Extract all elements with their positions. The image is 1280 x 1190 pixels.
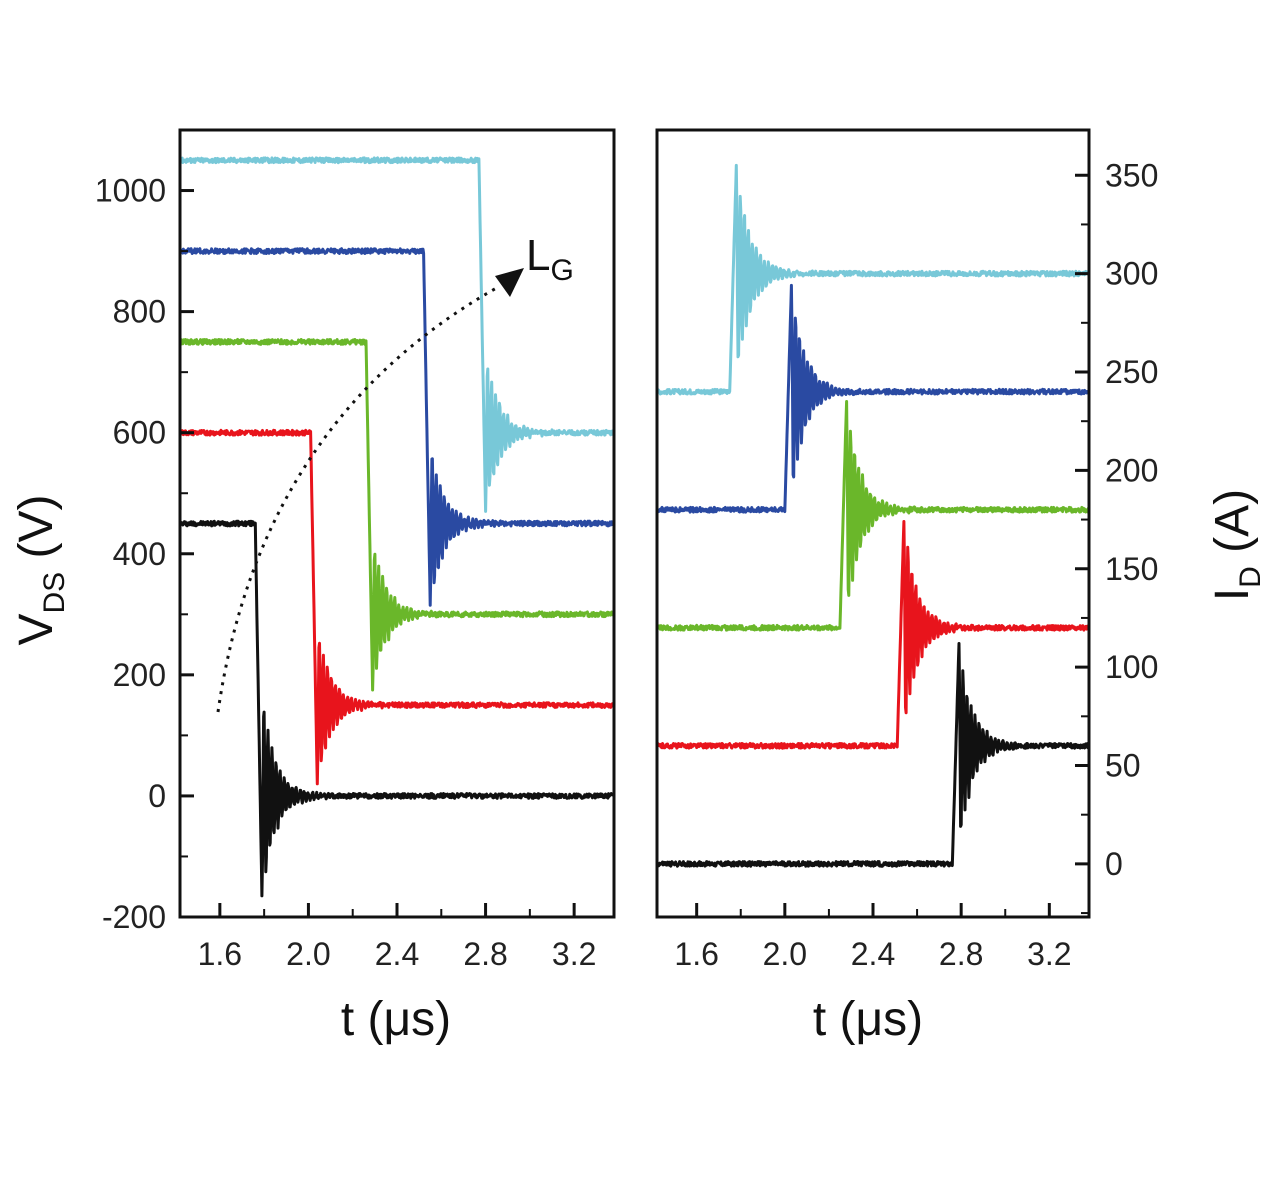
x-tick-label: 2.4 [375,936,419,972]
y-tick-label: 0 [1105,846,1123,882]
y-tick-label: 800 [113,294,166,330]
right-trace-2 [657,520,1089,750]
lg-trend-arrow [216,284,501,713]
svg-text:VDS (V): VDS (V) [10,494,71,645]
lg-annotation: LG [526,231,574,287]
y-tick-label: 1000 [95,173,166,209]
right-x-axis-label: t (μs) [813,993,923,1046]
right-traces [657,163,1089,868]
y-tick-label: 300 [1105,256,1158,292]
right-trace-4 [657,283,1089,514]
left-x-axis-label: t (μs) [341,993,451,1046]
right-trace-3 [657,400,1089,632]
x-tick-label: 3.2 [552,936,596,972]
x-tick-label: 2.0 [763,936,807,972]
left-trace-5 [180,156,614,513]
y-tick-label: 200 [113,657,166,693]
x-tick-label: 1.6 [198,936,242,972]
left-ticks: 1.6 2.0 2.4 2.8 3.2 -200 0 200 400 600 800 1000 [95,129,596,972]
left-trace-1 [180,519,614,898]
y-tick-label: 50 [1105,748,1141,784]
x-tick-label: 2.8 [939,936,983,972]
right-panel: 1.6 2.0 2.4 2.8 3.2 0 50 100 150 200 250 300 350 t (… [655,128,1267,1046]
left-trace-2 [180,428,614,786]
right-y-axis-label: ID (A) [1206,489,1267,601]
y-tick-label: 150 [1105,551,1158,587]
x-tick-label: 2.4 [851,936,895,972]
left-trace-4 [180,247,614,607]
right-trace-5 [657,163,1089,396]
y-tick-label: -200 [102,899,166,935]
y-tick-label: 250 [1105,354,1158,390]
y-tick-label: 600 [113,415,166,451]
lg-arrow-head [495,268,524,297]
y-tick-label: 350 [1105,157,1158,193]
left-y-axis-label: VDS (V) [10,494,71,645]
y-tick-label: 100 [1105,649,1158,685]
left-trace-3 [180,338,614,692]
x-tick-label: 3.2 [1027,936,1071,972]
svg-text:ID (A): ID (A) [1206,489,1267,601]
x-tick-label: 1.6 [674,936,718,972]
y-tick-label: 400 [113,536,166,572]
y-tick-label: 0 [148,778,166,814]
x-tick-label: 2.8 [463,936,507,972]
right-plot-frame [655,128,1091,919]
right-trace-1 [657,642,1089,868]
y-tick-label: 200 [1105,452,1158,488]
x-tick-label: 2.0 [286,936,330,972]
left-plot-frame [178,128,616,919]
right-ticks: 1.6 2.0 2.4 2.8 3.2 0 50 100 150 200 250 300 350 [674,157,1158,972]
left-traces [180,156,614,898]
